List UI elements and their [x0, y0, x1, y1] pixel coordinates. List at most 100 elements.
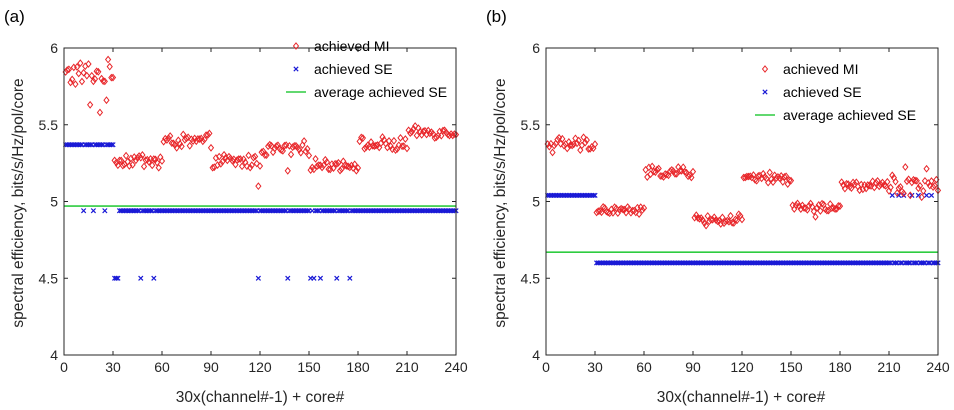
mi-point [410, 125, 417, 133]
mi-point [279, 146, 286, 155]
mi-point [129, 160, 136, 169]
mi-point [603, 207, 610, 216]
mi-point [565, 138, 572, 146]
y-axis-label: spectral efficiency, bits/s/Hz/pol/core [492, 78, 509, 327]
mi-point [805, 201, 813, 210]
mi-point [354, 164, 362, 172]
mi-point [387, 142, 394, 151]
x-tick-label: 120 [248, 359, 272, 375]
se-point [314, 208, 320, 214]
mi-point [745, 172, 752, 181]
mi-point [449, 131, 456, 140]
x-tick-label: 60 [636, 359, 652, 375]
x-axis-label: 30x(channel#-1) + core# [176, 389, 345, 406]
mi-point [390, 136, 398, 145]
mi-point [439, 126, 447, 135]
mi-point [413, 131, 420, 140]
mi-point [101, 77, 108, 86]
mi-point [614, 209, 621, 218]
mi-point [392, 146, 399, 154]
mi-point [609, 208, 617, 217]
mi-point [93, 67, 100, 76]
se-point [897, 260, 904, 266]
mi-point [931, 181, 938, 190]
mi-point [884, 177, 891, 186]
x-tick-label: 180 [828, 359, 852, 375]
mi-point [559, 134, 566, 143]
mi-point [325, 165, 332, 174]
mi-point [253, 159, 260, 168]
mi-point [412, 122, 419, 130]
y-tick-label: 5.5 [39, 117, 59, 133]
mi-point [155, 163, 162, 172]
mi-point [921, 176, 929, 185]
mi-point [774, 173, 782, 181]
mi-point [546, 142, 553, 151]
mi-point [689, 167, 697, 176]
mi-point [560, 141, 568, 150]
mi-point [913, 176, 920, 185]
mi-point [903, 177, 911, 186]
x-tick-label: 30 [587, 359, 603, 375]
mi-point [851, 180, 858, 189]
mi-point [96, 108, 104, 117]
mi-point [818, 199, 826, 208]
mi-point [338, 165, 345, 173]
mi-point [575, 136, 582, 145]
mi-point [80, 68, 87, 77]
mi-point [103, 96, 110, 105]
mi-point [573, 139, 581, 148]
mi-point [199, 137, 206, 146]
x-tick-label: 150 [297, 359, 321, 375]
mi-point [385, 136, 393, 145]
mi-point [379, 133, 386, 141]
mi-point [400, 142, 407, 151]
mi-point [310, 165, 318, 174]
mi-point [725, 217, 733, 226]
mi-point [738, 215, 746, 224]
mi-point [312, 154, 319, 163]
mi-point [760, 169, 767, 178]
mi-point [655, 164, 662, 173]
mi-point [217, 160, 224, 168]
mi-point [395, 141, 402, 150]
mi-point [782, 172, 790, 181]
mi-point [637, 203, 644, 212]
mi-point [137, 153, 144, 162]
mi-point [119, 161, 126, 170]
mi-point [918, 193, 925, 202]
se-point [113, 275, 119, 281]
mi-point [828, 204, 835, 212]
x-tick-label: 90 [685, 359, 701, 375]
mi-point [823, 206, 831, 215]
mi-point [398, 142, 406, 151]
se-point [102, 208, 108, 214]
mi-point [838, 178, 845, 187]
mi-point [220, 150, 228, 159]
mi-point [928, 177, 935, 185]
mi-point [905, 175, 912, 184]
mi-point [297, 148, 304, 157]
mi-point [779, 178, 786, 186]
mi-point [216, 152, 223, 161]
mi-point [65, 65, 73, 74]
mi-point [78, 77, 86, 86]
mi-point [619, 205, 626, 214]
mi-point [64, 66, 71, 74]
x-tick-label: 240 [444, 359, 468, 375]
legend-label-avg: average achieved SE [314, 84, 447, 100]
mi-point [196, 135, 203, 143]
mi-point [77, 59, 84, 68]
mi-point [315, 161, 322, 169]
mi-point [198, 134, 205, 143]
se-point [252, 208, 258, 214]
mi-point [564, 144, 571, 153]
mi-point [915, 184, 922, 193]
mi-point [238, 162, 246, 171]
x-tick-label: 180 [346, 359, 370, 375]
mi-point [843, 179, 850, 188]
mi-point [740, 173, 747, 182]
y-tick-label: 6 [50, 40, 58, 56]
mi-point [866, 181, 873, 190]
mi-point [778, 172, 785, 180]
